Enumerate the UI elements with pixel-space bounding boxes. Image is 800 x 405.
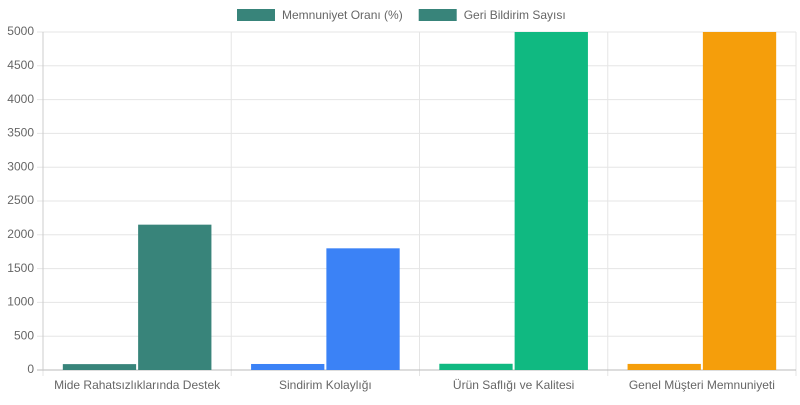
x-tick-label: Sindirim Kolaylığı: [279, 378, 372, 392]
x-tick-label: Mide Rahatsızlıklarında Destek: [54, 378, 221, 392]
x-tick-label: Ürün Saflığı ve Kalitesi: [453, 378, 574, 392]
x-tick-label: Genel Müşteri Memnuniyeti: [629, 378, 775, 392]
y-tick-label: 2000: [7, 227, 34, 241]
y-tick-label: 4000: [7, 92, 34, 106]
legend-label: Geri Bildirim Sayısı: [464, 8, 566, 22]
bar: [439, 363, 513, 370]
y-tick-label: 5000: [7, 24, 34, 38]
y-tick-label: 1000: [7, 295, 34, 309]
bar: [326, 248, 400, 370]
bar: [627, 363, 701, 370]
y-tick-label: 3000: [7, 159, 34, 173]
legend-swatch: [237, 9, 275, 21]
y-tick-label: 500: [14, 328, 34, 342]
y-tick-label: 2500: [7, 193, 34, 207]
y-tick-label: 4500: [7, 58, 34, 72]
y-tick-label: 0: [27, 362, 34, 376]
y-tick-label: 1500: [7, 261, 34, 275]
legend-swatch: [418, 9, 457, 21]
bar: [62, 364, 137, 370]
bar: [702, 32, 777, 370]
bar: [514, 32, 588, 370]
bar: [138, 224, 212, 370]
legend-label: Memnuniyet Oranı (%): [282, 8, 403, 22]
bar: [251, 363, 325, 370]
y-tick-label: 3500: [7, 126, 34, 140]
